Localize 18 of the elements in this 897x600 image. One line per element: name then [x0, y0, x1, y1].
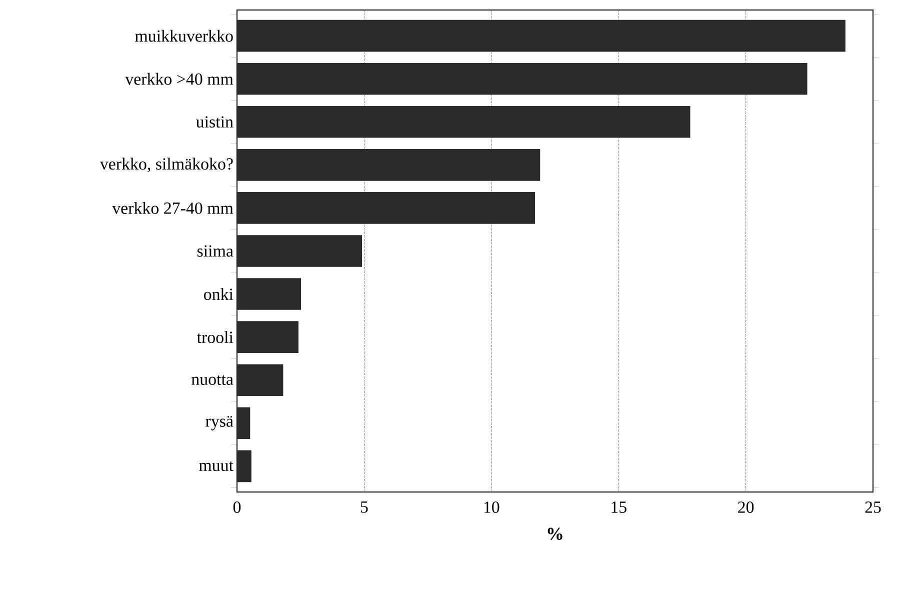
x-tick-label: 15: [612, 502, 626, 513]
x-tick-label: 0: [233, 502, 241, 513]
y-tick-label: verkko, silmäkoko?: [100, 158, 233, 172]
y-tick-label: siima: [197, 245, 234, 257]
y-tick-label: nuotta: [192, 375, 234, 385]
y-tick-label: muikkuverkko: [135, 30, 233, 42]
y-tick-label: uistin: [196, 116, 234, 128]
y-tick-label: rysä: [206, 416, 234, 430]
x-axis-title: %: [548, 528, 562, 540]
x-tick-label: 25: [865, 502, 881, 513]
y-tick-label: verkko 27-40 mm: [112, 202, 234, 214]
y-tick-label: verkko >40 mm: [125, 72, 234, 85]
x-tick-label: 20: [738, 502, 754, 513]
x-tick-label: 5: [360, 502, 368, 513]
y-tick-label: trooli: [196, 331, 234, 344]
x-tick-label: 10: [484, 502, 500, 513]
y-tick-label: muut: [199, 461, 234, 472]
y-tick-label: onki: [204, 288, 234, 300]
